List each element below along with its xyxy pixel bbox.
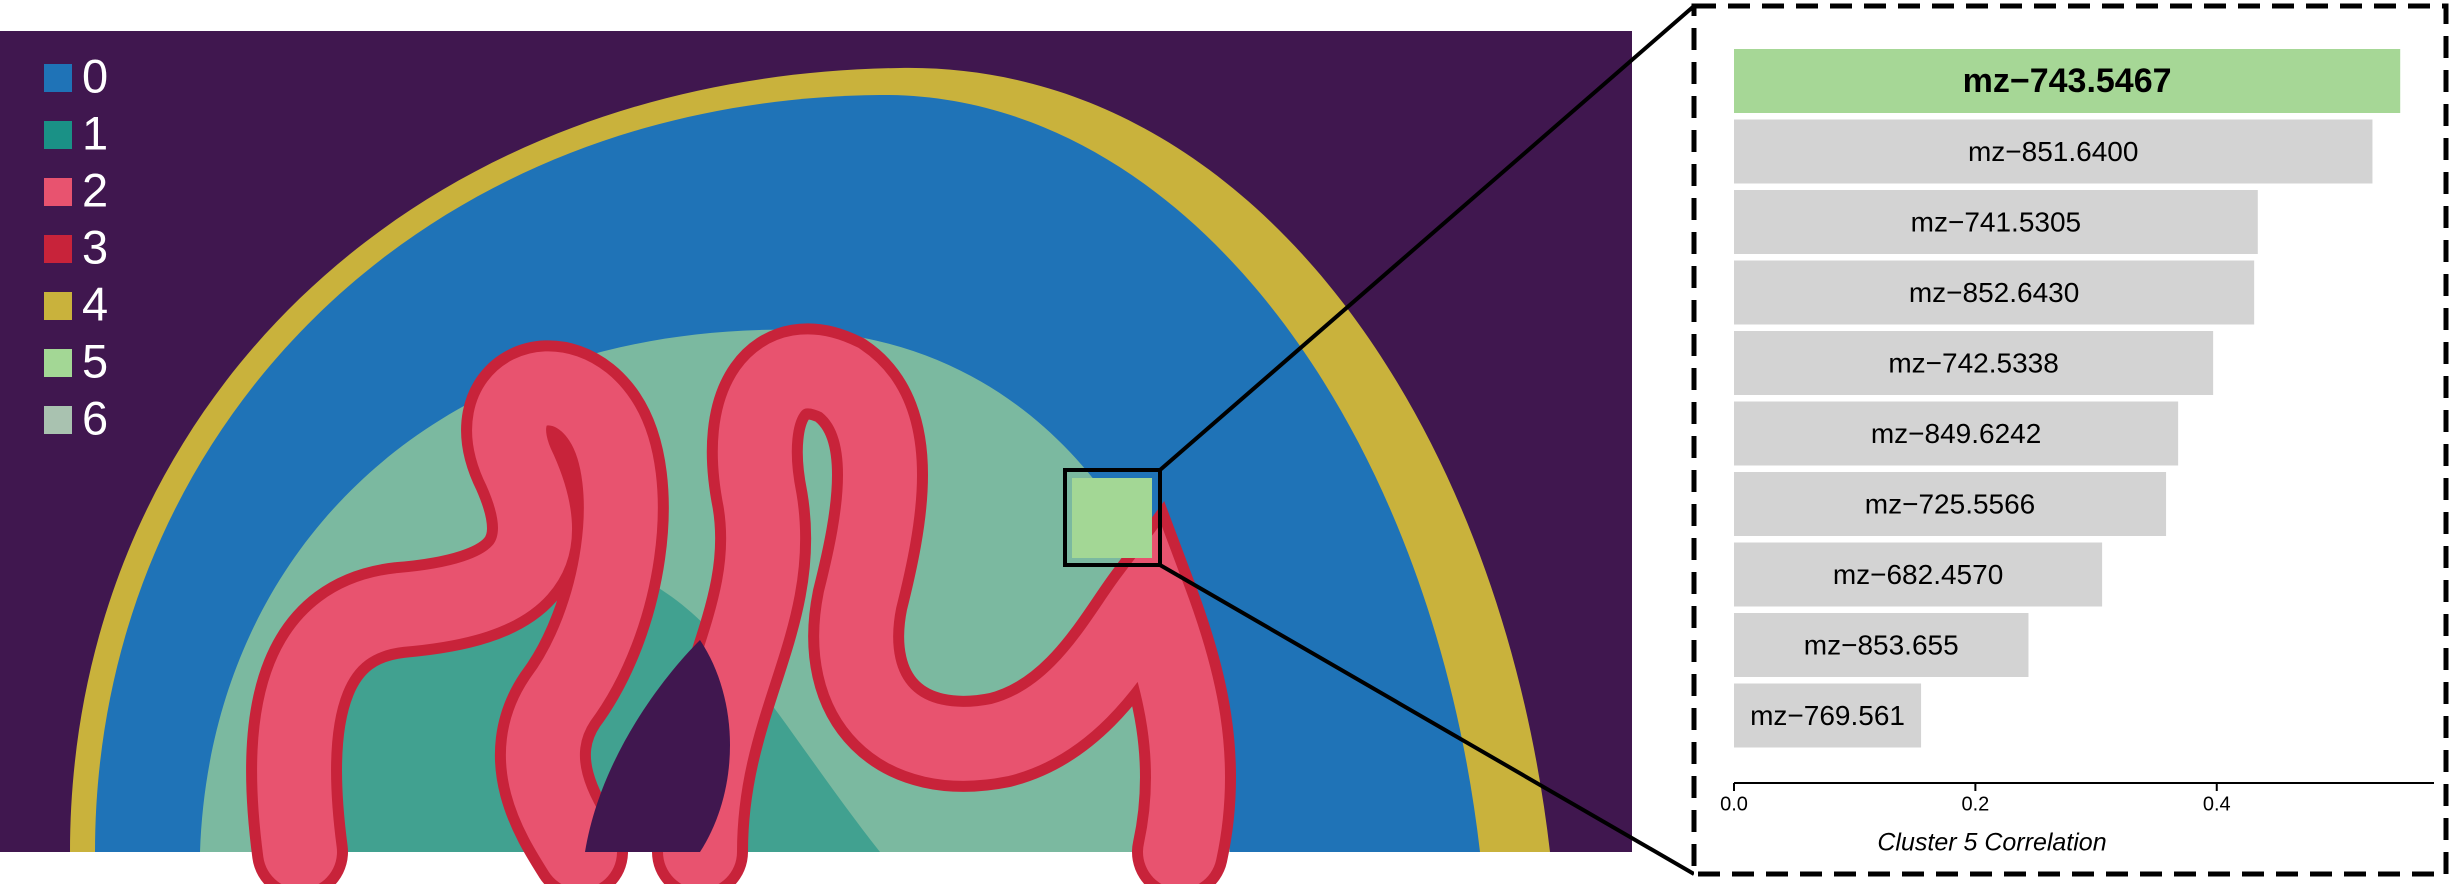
zoom-line (1158, 563, 1696, 876)
bar (1734, 472, 2167, 536)
bar (1734, 119, 2373, 184)
legend-label: 3 (82, 220, 108, 273)
x-axis-label: Cluster 5 Correlation (1877, 829, 2106, 857)
bar (1734, 683, 1922, 748)
zoom-line (1158, 4, 1696, 472)
bar-label: mz−853.655 (1804, 629, 1959, 660)
legend-label: 2 (82, 163, 108, 216)
legend-label: 0 (82, 49, 108, 102)
bar-label: mz−742.5338 (1888, 347, 2058, 378)
x-tick-label: 0.0 (1720, 793, 1748, 815)
bar-label: mz−769.561 (1750, 700, 1905, 731)
x-tick-label: 0.4 (2203, 793, 2231, 815)
x-tick-label: 0.2 (1961, 793, 1989, 815)
legend-label: 1 (82, 106, 108, 159)
legend-swatch (44, 292, 72, 320)
bar (1734, 49, 2401, 113)
bar (1734, 613, 2029, 677)
bar-label: mz−725.5566 (1865, 488, 2035, 519)
bar (1734, 401, 2179, 466)
folds (246, 323, 1237, 884)
bar (1734, 260, 2255, 325)
legend-label: 4 (82, 277, 108, 330)
legend-label: 6 (82, 391, 108, 444)
legend-label: 5 (82, 334, 108, 387)
bar (1734, 190, 2258, 254)
bar-label: mz−852.6430 (1909, 277, 2079, 308)
bar (1734, 542, 2103, 607)
legend-swatch (44, 121, 72, 149)
bar-label: mz−851.6400 (1968, 136, 2138, 167)
bar (1734, 331, 2214, 395)
zoom-box (1063, 468, 1162, 567)
bar-label: mz−682.4570 (1833, 559, 2003, 590)
bar-label: mz−849.6242 (1871, 418, 2041, 449)
bar-label: mz−743.5467 (1963, 62, 2172, 100)
cluster-map (0, 31, 1632, 884)
bar-label: mz−741.5305 (1911, 206, 2081, 237)
highlight-region (1072, 478, 1152, 558)
legend-swatch (44, 64, 72, 92)
legend-swatch (44, 178, 72, 206)
legend-swatch (44, 349, 72, 377)
legend-swatch (44, 235, 72, 263)
ventricle (585, 640, 730, 852)
legend-swatch (44, 406, 72, 434)
